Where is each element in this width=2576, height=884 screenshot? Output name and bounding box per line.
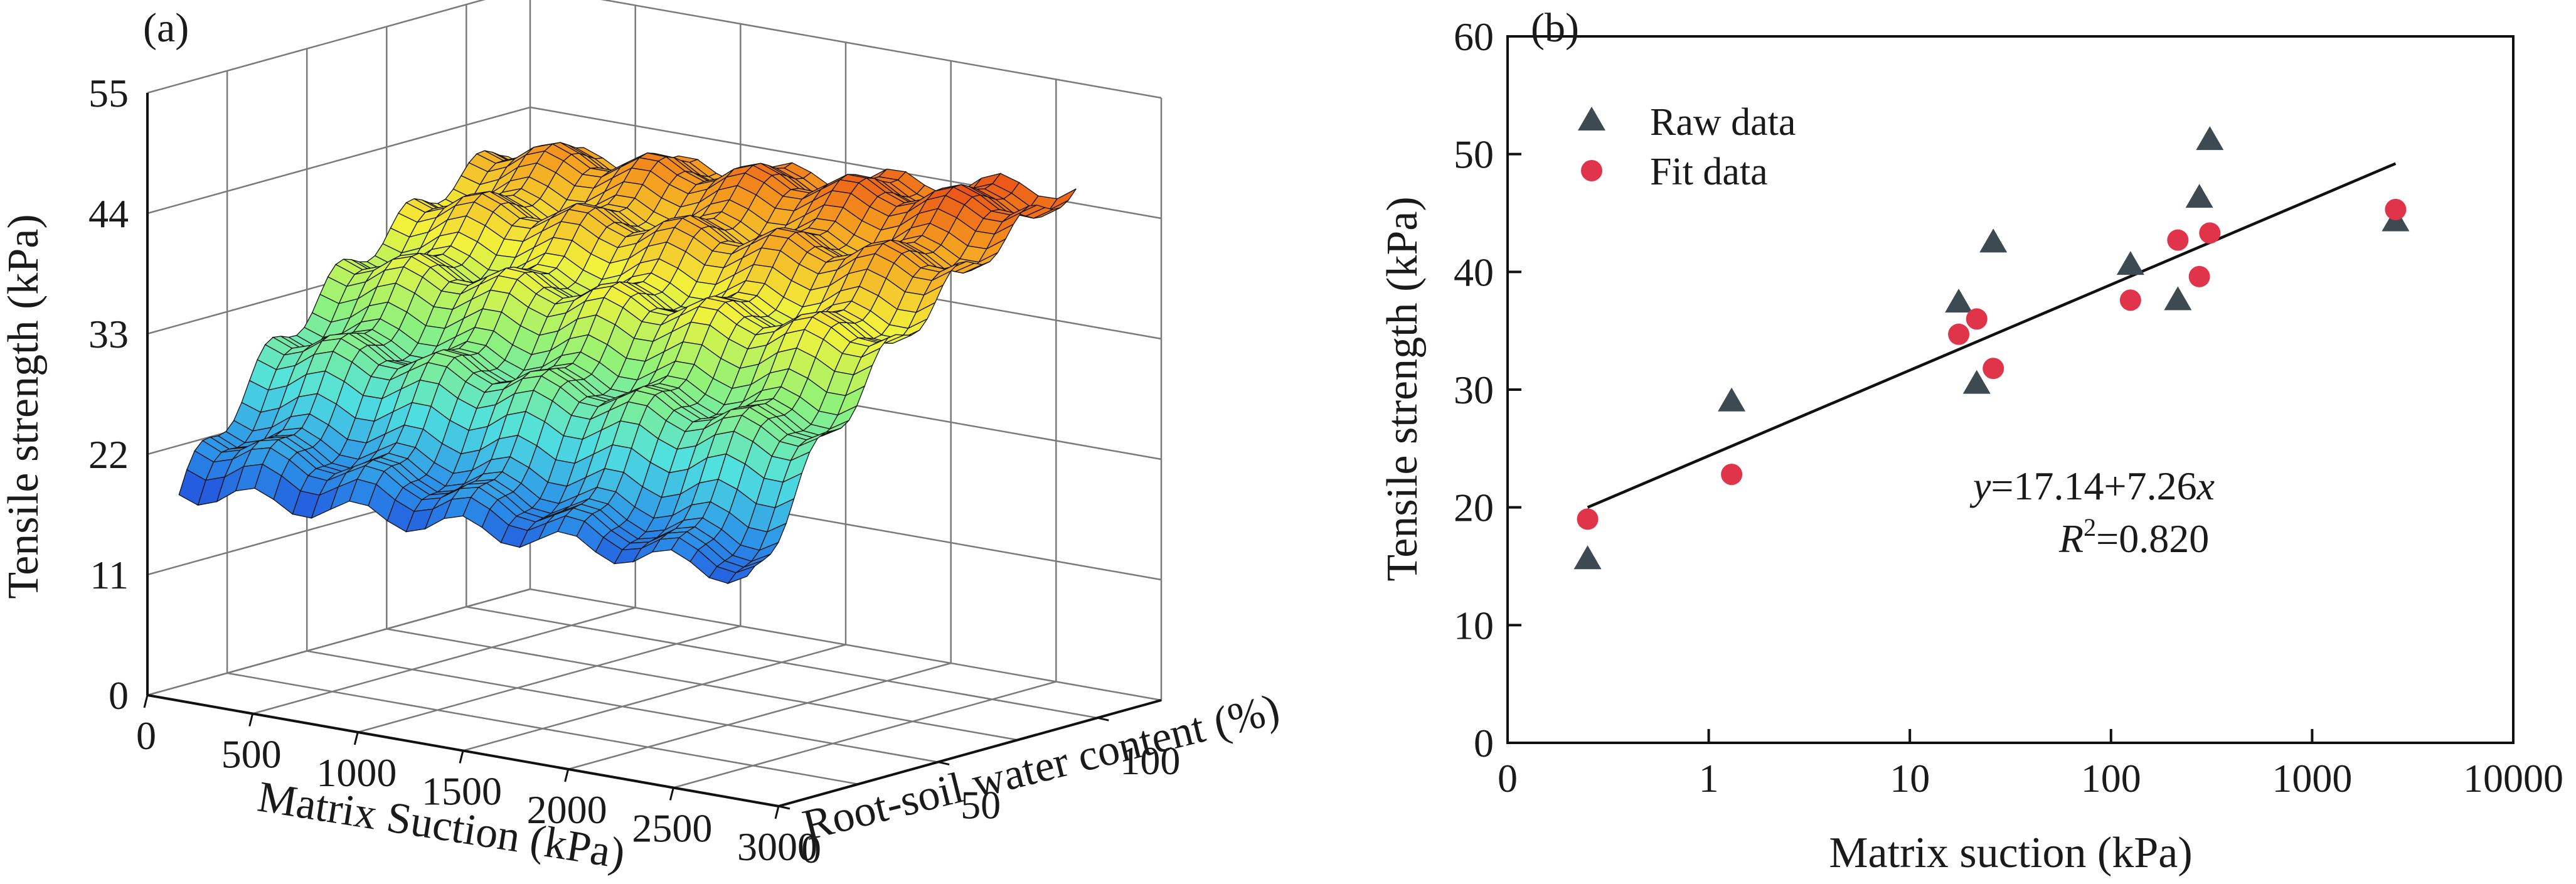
fit-data-point <box>1983 358 2004 380</box>
grid-z-line-0 <box>147 588 1162 701</box>
grid-y-line-2 <box>306 48 939 763</box>
r-squared-value: =0.820 <box>2096 516 2209 561</box>
legend-fit-data-marker <box>1581 160 1602 181</box>
x-tick-label: 100 <box>2081 756 2141 801</box>
z-tick-label: 44 <box>88 191 129 236</box>
raw-data-point <box>1979 228 2008 253</box>
panel-b-y-axis-title: Tensile strength (kPa) <box>1378 196 1427 581</box>
fit-data-point <box>2167 229 2189 251</box>
fit-line <box>1587 162 2397 509</box>
fit-data-point <box>2385 198 2407 220</box>
fit-data-point <box>2119 289 2141 311</box>
legend-raw-data-label: Raw data <box>1650 101 1796 144</box>
r-squared-sup: 2 <box>2084 513 2096 541</box>
raw-data-point <box>2164 286 2192 311</box>
y-tick-label: 100 <box>1120 738 1180 783</box>
raw-data-point <box>1573 545 1602 570</box>
raw-data-point <box>1962 370 1991 394</box>
legend-raw-data-marker <box>1578 107 1605 130</box>
fit-r-squared: R2=0.820 <box>2058 513 2209 561</box>
y-tick-label: 60 <box>1454 14 1494 59</box>
panel-a-surface <box>178 142 1077 585</box>
fit-data-point <box>2188 265 2210 287</box>
panel-a-z-axis-title: Tensile strength (kPa) <box>0 214 48 599</box>
y-tick-label: 20 <box>1454 486 1494 530</box>
equation-x: x <box>2196 464 2215 508</box>
panel-b-ticks: 0 10 20 30 40 50 60 0 1 10 100 1000 10000 <box>1454 14 2563 801</box>
panel-b-x-axis-title: Matrix suction (kPa) <box>1829 829 2192 877</box>
legend: Raw data Fit data <box>1578 101 1796 193</box>
x-tick-label: 1000 <box>316 750 397 795</box>
r-squared-r: R <box>2058 516 2084 561</box>
x-tick-mark <box>459 750 464 764</box>
x-tick-mark <box>353 732 359 745</box>
grid-x-line-5 <box>673 79 1057 789</box>
x-tick-mark <box>248 713 254 727</box>
panel-a-y-axis-title: Root-soil water content (%) <box>798 685 1284 850</box>
equation-y: y <box>1969 464 1991 508</box>
y-tick-label: 50 <box>961 783 1001 828</box>
x-tick-label: 1500 <box>422 769 502 814</box>
raw-data-point <box>2196 126 2224 151</box>
surface-cell <box>726 565 757 585</box>
fit-data-point <box>1948 323 1970 345</box>
x-tick-label: 500 <box>221 732 282 777</box>
panel-b-scatter-chart: 0 10 20 30 40 50 60 0 1 10 100 1000 10000 (b) Raw da… <box>1378 5 2563 877</box>
y-tick-mark <box>778 805 790 810</box>
y-tick-mark <box>1097 716 1109 722</box>
x-tick-label: 0 <box>1498 756 1518 801</box>
panel-b-label: (b) <box>1531 5 1579 51</box>
x-tick-label: 0 <box>136 713 156 758</box>
x-tick-label: 1 <box>1699 756 1719 801</box>
panel-b-fit-line <box>1587 162 2397 509</box>
x-tick-label: 10000 <box>2463 756 2563 801</box>
x-tick-mark <box>669 787 674 801</box>
panel-a-label: (a) <box>143 5 189 51</box>
grid-y-line-1 <box>226 70 859 785</box>
equation-body: =17.14+7.26 <box>1991 464 2196 508</box>
x-tick-label: 2000 <box>527 787 607 832</box>
x-tick-label: 10 <box>1890 756 1930 801</box>
y-tick-label: 50 <box>1454 132 1494 177</box>
y-tick-label: 10 <box>1454 603 1494 647</box>
y-tick-mark <box>937 761 950 766</box>
x-tick-mark <box>774 806 780 819</box>
x-tick-label: 2500 <box>632 806 712 851</box>
x-tick-mark <box>564 769 570 782</box>
y-tick-label: 30 <box>1454 368 1494 412</box>
z-tick-label: 33 <box>88 312 129 356</box>
z-tick-label: 0 <box>109 673 129 718</box>
raw-data-point <box>1945 289 1973 313</box>
x-tick-label: 1000 <box>2272 756 2352 801</box>
z-tick-label: 55 <box>88 71 129 115</box>
fit-data-point <box>2199 222 2221 244</box>
legend-fit-data-label: Fit data <box>1650 151 1768 193</box>
fit-data-point <box>1721 464 1743 486</box>
grid-z-line-5 <box>147 0 1162 99</box>
x-tick-label: 3000 <box>737 824 817 869</box>
raw-data-point <box>1718 387 1746 412</box>
y-tick-label: 40 <box>1454 250 1494 294</box>
x-tick-mark <box>143 695 149 708</box>
raw-data-point <box>2185 184 2213 208</box>
y-tick-label: 0 <box>801 827 821 871</box>
panel-b-points <box>1573 126 2410 570</box>
z-tick-label: 11 <box>90 553 129 597</box>
fit-data-point <box>1577 508 1599 530</box>
grid-y-line-3 <box>386 26 1018 741</box>
y-tick-label: 0 <box>1474 721 1494 765</box>
raw-data-point <box>2116 251 2144 275</box>
z-tick-label: 22 <box>88 432 129 477</box>
fit-equation: y=17.14+7.26x <box>1969 464 2215 508</box>
fit-data-point <box>1966 308 1988 330</box>
